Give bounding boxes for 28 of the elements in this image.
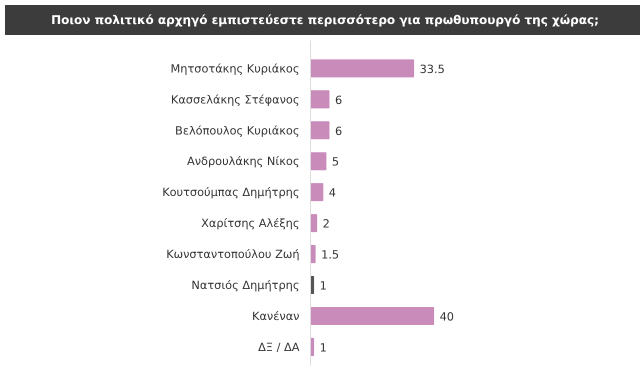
bar [310,306,434,325]
data-label: 33.5 [420,62,445,76]
data-label: 1 [320,278,327,293]
y-tick-label: Μητσοτάκης Κυριάκος [170,61,300,76]
data-label: 1.5 [321,248,340,262]
y-tick-label: ΔΞ / ΔΑ [258,340,300,354]
data-label: 2 [322,216,330,231]
data-label: 6 [334,92,342,107]
data-label: 5 [332,154,340,169]
data-label: 6 [334,124,342,138]
bar [310,90,330,108]
bar [310,152,326,170]
bar [310,121,330,140]
y-tick-label: Ανδρουλάκης Νίκος [186,154,300,168]
y-tick-label: Βελόπουλος Κυριάκος [175,123,300,138]
bar [310,214,318,232]
y-tick-label: Κανέναν [252,308,300,323]
y-tick-label: Νατσιός Δημήτρης [191,278,300,292]
chart-title: Ποιον πολιτικό αρχηγό εμπιστεύεστε περισσότερο για πρωθυπουργό της χώρας; [51,12,599,29]
y-tick-label: Κασσελάκης Στέφανος [170,92,300,106]
data-label: 40 [440,309,454,324]
bar [310,183,324,202]
y-tick-label: Χαρίτσης Αλέξης [201,216,300,230]
y-tick-label: Κουτσούμπας Δημήτρης [162,185,300,200]
data-label: 1 [320,340,327,354]
bar [310,59,414,78]
data-label: 4 [328,186,336,200]
y-tick-label: Κωνσταντοπούλου Ζωή [166,247,300,262]
